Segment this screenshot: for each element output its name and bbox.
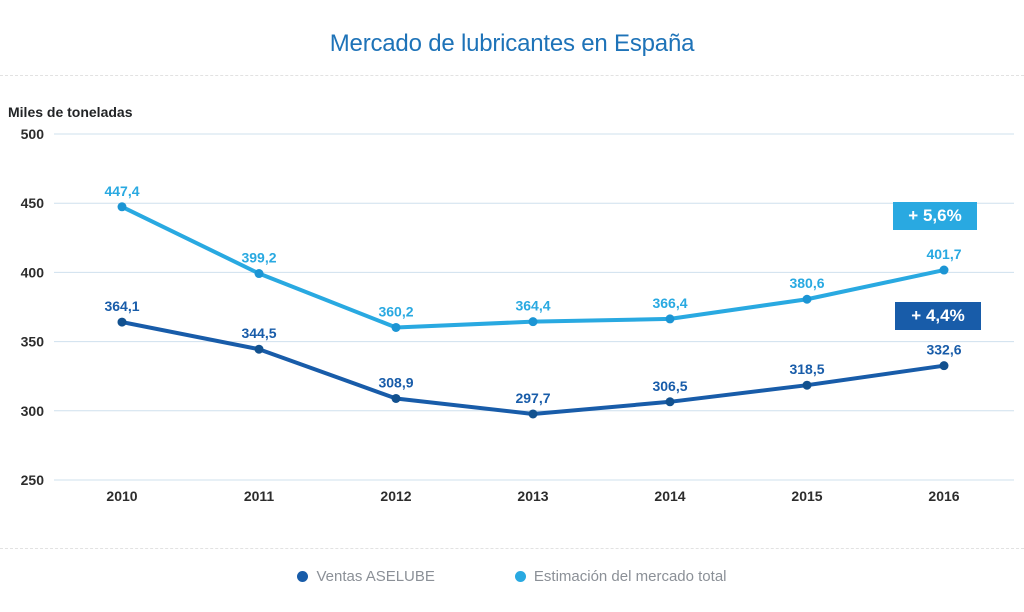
- data-label-estimacion-mercado-total: 360,2: [378, 303, 413, 319]
- data-point-estimacion-mercado-total: [939, 265, 949, 275]
- y-tick-label: 500: [21, 126, 45, 142]
- data-point-ventas-aselube: [254, 344, 264, 354]
- data-label-estimacion-mercado-total: 380,6: [789, 275, 824, 291]
- y-tick-label: 450: [21, 195, 45, 211]
- data-label-estimacion-mercado-total: 401,7: [926, 246, 961, 262]
- title-divider: [0, 75, 1024, 76]
- data-point-ventas-aselube: [528, 409, 538, 419]
- y-tick-label: 400: [21, 264, 45, 280]
- data-point-estimacion-mercado-total: [802, 294, 812, 304]
- y-tick-label: 350: [21, 334, 45, 350]
- data-label-estimacion-mercado-total: 447,4: [104, 183, 139, 199]
- data-point-ventas-aselube: [939, 361, 949, 371]
- data-point-estimacion-mercado-total: [528, 317, 538, 327]
- data-point-estimacion-mercado-total: [254, 269, 264, 279]
- y-axis-title: Miles de toneladas: [8, 104, 133, 120]
- data-label-ventas-aselube: 297,7: [515, 390, 550, 406]
- x-tick-label: 2013: [517, 488, 548, 504]
- data-point-estimacion-mercado-total: [391, 322, 401, 332]
- data-label-estimacion-mercado-total: 366,4: [652, 295, 687, 311]
- legend-dot-dark-icon: [297, 571, 309, 582]
- data-point-ventas-aselube: [665, 397, 675, 407]
- legend-label: Ventas ASELUBE: [316, 568, 435, 585]
- data-label-estimacion-mercado-total: 364,4: [515, 298, 550, 314]
- market-growth-badge: + 5,6%: [893, 202, 977, 230]
- x-tick-label: 2015: [791, 488, 822, 504]
- data-point-ventas-aselube: [802, 380, 812, 390]
- data-point-estimacion-mercado-total: [665, 314, 675, 324]
- x-tick-label: 2016: [928, 488, 959, 504]
- chart-legend: Ventas ASELUBE Estimación del mercado to…: [0, 568, 1024, 585]
- legend-item-ventas-aselube: Ventas ASELUBE: [297, 568, 435, 585]
- x-tick-label: 2010: [106, 488, 137, 504]
- data-point-ventas-aselube: [391, 393, 401, 403]
- legend-label: Estimación del mercado total: [533, 568, 727, 585]
- data-label-ventas-aselube: 306,5: [652, 378, 687, 394]
- data-point-estimacion-mercado-total: [117, 202, 127, 212]
- footer-divider: [0, 548, 1024, 549]
- data-label-ventas-aselube: 344,5: [241, 325, 276, 341]
- data-label-ventas-aselube: 308,9: [378, 374, 413, 390]
- x-tick-label: 2014: [654, 488, 685, 504]
- y-tick-label: 300: [21, 403, 45, 419]
- y-tick-label: 250: [21, 472, 45, 488]
- data-label-ventas-aselube: 364,1: [104, 298, 139, 314]
- legend-item-estimacion-mercado: Estimación del mercado total: [514, 568, 727, 585]
- page-title: Mercado de lubricantes en España: [329, 30, 695, 57]
- data-point-ventas-aselube: [117, 317, 127, 327]
- data-label-ventas-aselube: 332,6: [926, 342, 961, 358]
- aselube-growth-badge: + 4,4%: [895, 302, 981, 330]
- x-tick-label: 2012: [380, 488, 411, 504]
- data-label-estimacion-mercado-total: 399,2: [241, 250, 276, 266]
- data-label-ventas-aselube: 318,5: [789, 361, 824, 377]
- legend-dot-light-icon: [514, 571, 526, 582]
- x-tick-label: 2011: [244, 488, 275, 504]
